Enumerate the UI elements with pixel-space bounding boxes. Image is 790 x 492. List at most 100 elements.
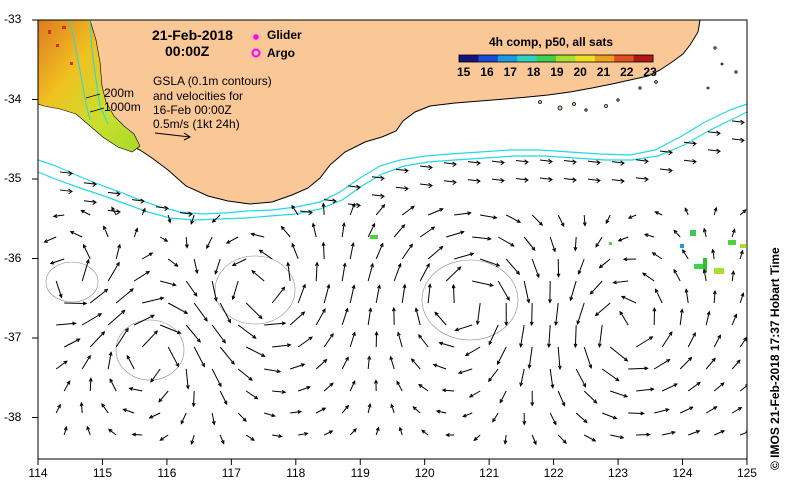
velocity-arrow-head (695, 430, 701, 434)
velocity-arrow-head (126, 354, 131, 360)
velocity-arrow-head (190, 440, 195, 445)
velocity-arrow (237, 368, 253, 381)
colorbar-tick-label: 17 (503, 65, 517, 79)
velocity-arrow-head (654, 211, 659, 215)
velocity-arrow-head (177, 330, 182, 334)
velocity-arrow-head (488, 340, 493, 346)
velocity-arrow-head (438, 341, 444, 346)
velocity-arrow-head (351, 284, 356, 289)
velocity-arrow (531, 214, 543, 226)
argo-marker-icon (251, 48, 261, 58)
velocity-arrow-head (742, 209, 747, 214)
velocity-arrow (245, 434, 255, 441)
velocity-arrow-head (175, 362, 180, 368)
velocity-arrow-head (214, 270, 219, 275)
velocity-arrow (499, 390, 507, 403)
velocity-arrow (731, 138, 745, 141)
velocity-arrow-head (380, 175, 385, 182)
velocity-arrow-head (396, 331, 401, 337)
x-axis-ticks (37, 459, 748, 465)
x-tick-label: 121 (479, 466, 500, 480)
velocity-arrow-head (172, 282, 177, 287)
velocity-arrow-head (619, 435, 625, 440)
velocity-arrow-head (213, 297, 218, 302)
velocity-arrow (583, 390, 597, 404)
velocity-arrow-head (622, 257, 628, 262)
velocity-arrow (185, 368, 189, 389)
velocity-arrow (80, 402, 83, 414)
velocity-arrow (167, 302, 188, 314)
velocity-arrow (219, 302, 231, 323)
velocity-arrow-head (737, 406, 743, 411)
velocity-arrow-head (487, 377, 493, 383)
isobath-200m (38, 103, 747, 215)
velocity-arrow (555, 302, 559, 325)
velocity-arrow (141, 252, 153, 260)
velocity-arrow (395, 186, 409, 190)
velocity-arrow-head (519, 343, 524, 348)
velocity-arrow (323, 430, 333, 436)
velocity-arrow-head (535, 273, 540, 279)
velocity-arrow-head (163, 237, 169, 242)
velocity-arrow-head (711, 248, 716, 254)
velocity-arrow-head (644, 366, 649, 371)
velocity-arrow-head (351, 202, 356, 208)
velocity-arrow-head (217, 382, 222, 388)
velocity-arrow (63, 380, 71, 392)
velocity-arrow (418, 384, 429, 392)
velocity-arrow-head (52, 214, 58, 218)
velocity-arrow (64, 302, 87, 305)
velocity-arrow (126, 355, 135, 370)
velocity-arrow (193, 258, 198, 274)
velocity-arrow-head (227, 318, 231, 324)
velocity-arrow-head (291, 242, 296, 248)
velocity-arrow (739, 250, 744, 260)
velocity-arrow (56, 322, 76, 326)
velocity-arrow-head (526, 298, 531, 304)
colorbar-swatch (517, 55, 538, 62)
velocity-arrow (446, 231, 464, 238)
velocity-arrow-head (428, 164, 433, 171)
velocity-arrow (618, 236, 629, 242)
colorbar-swatch (459, 55, 479, 62)
velocity-arrow-head (180, 420, 185, 425)
velocity-arrow (107, 310, 126, 326)
velocity-arrow-head (489, 283, 494, 287)
velocity-arrow (621, 295, 637, 304)
velocity-arrow-head (651, 252, 657, 257)
velocity-arrow (557, 346, 561, 369)
velocity-arrow-head (367, 402, 372, 408)
velocity-arrow-head (80, 209, 85, 214)
velocity-arrow (661, 331, 673, 348)
velocity-arrow-head (314, 261, 319, 267)
sst-hot-spots (48, 26, 73, 65)
velocity-arrow-head (547, 299, 552, 304)
title-time: 00:00Z (165, 43, 210, 59)
velocity-arrow-head (702, 268, 707, 274)
velocity-arrow-head (87, 354, 91, 360)
velocity-arrow-head (623, 357, 629, 362)
velocity-arrow (427, 246, 443, 260)
velocity-arrow-head (122, 408, 127, 413)
velocity-arrow-head (469, 252, 475, 257)
velocity-arrow-head (140, 198, 145, 204)
velocity-arrow (662, 431, 675, 436)
velocity-arrow-head (158, 398, 163, 403)
velocity-arrow (739, 337, 747, 348)
velocity-arrow-head (554, 321, 559, 327)
velocity-arrow (323, 199, 337, 202)
velocity-arrow (347, 185, 361, 188)
velocity-arrow-head (397, 262, 402, 268)
credit-text: © IMOS 21-Feb-2018 17:37 Hobart Time (768, 247, 782, 470)
velocity-arrow-head (598, 264, 604, 269)
velocity-arrow-head (426, 262, 430, 268)
velocity-arrow-head (550, 384, 555, 389)
velocity-arrow (635, 336, 653, 348)
velocity-arrow-head (612, 280, 617, 285)
velocity-arrow-head (451, 283, 456, 289)
velocity-arrow (167, 214, 171, 223)
velocity-arrow-head (745, 384, 747, 388)
velocity-arrow-head (109, 378, 114, 383)
velocity-arrow-head (673, 383, 679, 388)
velocity-arrow (107, 352, 112, 370)
